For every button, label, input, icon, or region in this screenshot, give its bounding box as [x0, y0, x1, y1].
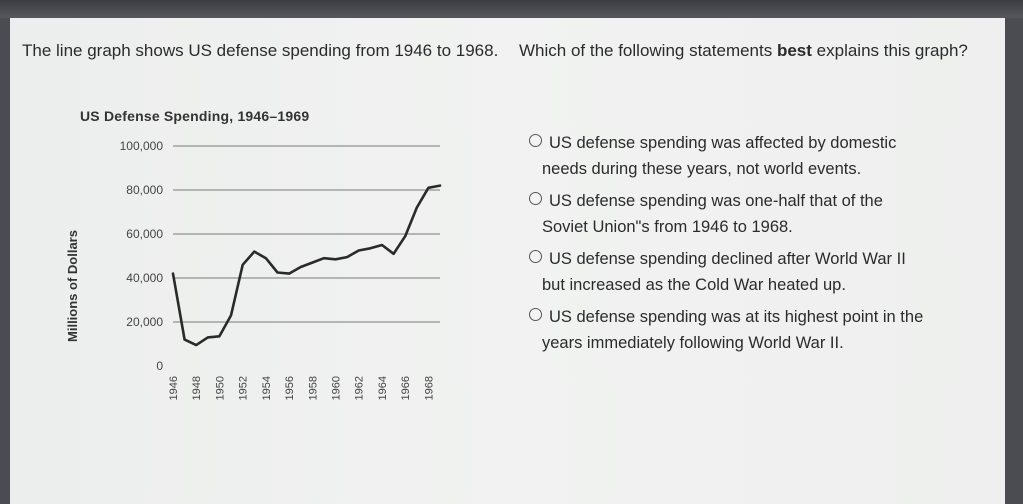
radio-button[interactable] — [529, 134, 542, 147]
line-chart: 0 20,000 40,000 60,000 80,000 100,000 1946 1948… — [65, 139, 442, 400]
x-tick-label: 1952 — [238, 376, 250, 400]
option-line-1: US defense spending declined after World… — [549, 250, 906, 268]
left-panel: The line graph shows US defense spending… — [22, 38, 502, 64]
radio-button[interactable] — [529, 192, 542, 205]
option-line-2: but increased as the Cold War heated up. — [542, 276, 846, 294]
question-text: Which of the following statements best e… — [519, 38, 989, 64]
x-tick-label: 1954 — [261, 376, 273, 400]
x-tick-label: 1958 — [307, 376, 319, 400]
y-tick-label: 40,000 — [126, 271, 163, 285]
x-tick-label: 1948 — [191, 376, 203, 400]
radio-button[interactable] — [529, 250, 542, 263]
x-tick-label: 1968 — [423, 376, 435, 400]
radio-button[interactable] — [529, 308, 542, 321]
option-line-1: US defense spending was affected by dome… — [549, 134, 897, 152]
chart-container: US Defense Spending, 1946–1969 0 20,000 40… — [45, 106, 485, 426]
series-line — [171, 184, 442, 347]
option-line-2: years immediately following World War II… — [542, 334, 844, 352]
y-tick-label: 100,000 — [120, 139, 164, 153]
x-tick-label: 1956 — [284, 376, 296, 400]
right-panel: Which of the following statements best e… — [519, 38, 989, 352]
y-axis-title: Millions of Dollars — [65, 230, 80, 342]
x-tick-label: 1960 — [331, 376, 343, 400]
answer-option-text: US defense spending declined after World… — [542, 246, 989, 298]
answer-option-text: US defense spending was at its highest p… — [542, 304, 989, 356]
y-tick-label: 20,000 — [126, 315, 163, 329]
question-bold: best — [776, 41, 812, 60]
y-tick-label: 60,000 — [126, 227, 163, 241]
option-line-1: US defense spending was at its highest p… — [549, 308, 924, 326]
option-line-2: needs during these years, not world even… — [542, 160, 862, 178]
top-bar — [0, 0, 1023, 18]
intro-text: The line graph shows US defense spending… — [22, 41, 499, 60]
option-line-1: US defense spending was one-half that of… — [549, 192, 883, 210]
question-prefix: Which of the following statements — [519, 41, 777, 60]
question-suffix: explains this graph? — [811, 41, 968, 60]
x-tick-label: 1964 — [377, 376, 389, 400]
x-tick-label: 1950 — [214, 376, 226, 400]
y-tick-label: 0 — [156, 359, 163, 373]
chart-title: US Defense Spending, 1946–1969 — [80, 108, 310, 124]
x-tick-label: 1966 — [400, 376, 412, 400]
x-tick-label: 1946 — [168, 376, 180, 400]
option-line-2: Soviet Union"s from 1946 to 1968. — [542, 218, 793, 236]
answer-option-text: US defense spending was one-half that of… — [542, 188, 989, 240]
x-tick-label: 1962 — [354, 376, 366, 400]
answer-option-text: US defense spending was affected by dome… — [542, 130, 989, 182]
y-tick-label: 80,000 — [126, 183, 163, 197]
question-card: The line graph shows US defense spending… — [10, 18, 1005, 504]
